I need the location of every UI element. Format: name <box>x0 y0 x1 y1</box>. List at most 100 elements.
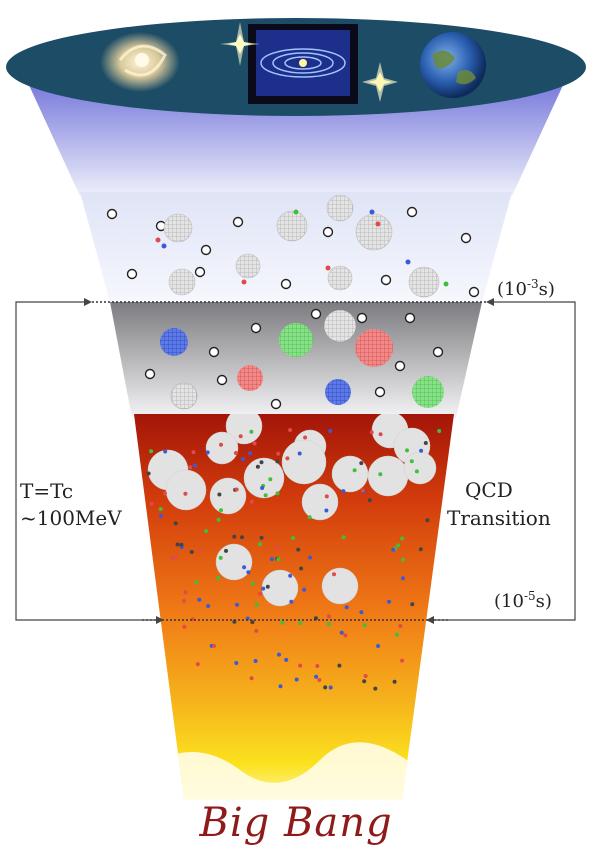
nucleon-cluster <box>235 253 261 279</box>
quark-gluon-dot <box>298 663 303 668</box>
nucleon-cluster <box>326 194 354 222</box>
quark-gluon-dot <box>170 556 175 561</box>
nucleon-cluster <box>327 265 353 291</box>
quark-gluon-dot <box>395 632 399 637</box>
left-bracket <box>15 301 164 621</box>
nucleon-cluster <box>323 309 357 343</box>
quark-gluon-dot <box>280 620 285 625</box>
quark-gluon-dot <box>259 460 264 465</box>
hadron-particle <box>200 244 212 256</box>
time-top-exponent: -3 <box>526 277 539 291</box>
transition-line-1: QCD <box>465 478 513 502</box>
quark-gluon-dot <box>240 535 244 540</box>
quark-gluon-dot <box>249 676 254 681</box>
nucleon-cluster <box>168 268 196 296</box>
quark-gluon-dot <box>218 555 223 560</box>
quark-gluon-dot <box>217 492 222 497</box>
quark-gluon-dot <box>189 550 194 554</box>
quark-gluon-dot <box>378 472 383 477</box>
quark-gluon-dot <box>183 491 188 496</box>
hadron-particle <box>144 368 156 380</box>
nucleon-cluster <box>355 213 393 251</box>
quark-gluon-dot <box>302 587 307 592</box>
hadron-bubble <box>331 455 369 493</box>
quark-gluon-dot <box>317 678 322 682</box>
quark-dot <box>375 221 381 227</box>
quark-gluon-dot <box>195 662 200 667</box>
quark-gluon-dot <box>258 542 263 547</box>
temperature-label: T=Tc ~100MeV <box>20 478 122 532</box>
hadron-particle <box>280 278 292 290</box>
quark-gluon-dot <box>378 432 383 437</box>
quark-gluon-dot <box>400 658 405 663</box>
quark-gluon-dot <box>401 557 406 562</box>
hadron-particles <box>106 194 480 298</box>
quark-gluon-dot <box>409 459 414 464</box>
quark-gluon-dot <box>216 576 221 580</box>
quark-gluon-dot <box>392 679 397 684</box>
quark-gluon-dot <box>260 486 265 490</box>
nucleon-cluster <box>163 213 193 243</box>
red-gluon-ball <box>237 365 263 391</box>
time-label-bottom: (10-5s) <box>494 589 552 612</box>
hadron-bubble <box>225 414 263 445</box>
quark-gluon-dot <box>212 643 216 648</box>
big-bang-title: Big Bang <box>199 800 393 846</box>
quark-gluon-dot <box>163 449 168 454</box>
quark-gluon-dot <box>344 605 349 610</box>
quark-gluon-dot <box>278 684 283 689</box>
quark-gluon-dot <box>398 624 403 628</box>
quark-gluon-dot <box>255 464 260 469</box>
hadron-particle <box>404 312 416 324</box>
quark-gluon-dot <box>294 677 299 682</box>
quark-gluon-dot <box>419 448 424 453</box>
time-top-base: (10 <box>497 279 527 300</box>
quark-gluon-dot <box>205 450 210 455</box>
quark-gluon-dot <box>337 663 342 668</box>
quark-gluon-dot <box>242 565 247 570</box>
quark-gluon-dot <box>437 429 442 433</box>
quark-gluon-dot <box>339 630 344 635</box>
quark-gluon-dot <box>173 555 178 559</box>
earth-icon <box>420 32 486 98</box>
quark-gluon-dot <box>254 602 259 607</box>
quark-gluon-dot <box>326 622 331 627</box>
quark-gluon-dot <box>250 581 255 586</box>
quark-gluon-dot <box>235 602 239 607</box>
quark-gluon-dot <box>369 430 374 435</box>
quark-gluon-dot <box>197 597 202 602</box>
blue-gluon-ball <box>325 379 351 405</box>
quark-dot <box>155 237 161 243</box>
hadron-bubble <box>243 457 285 499</box>
hadron-particle <box>374 386 386 398</box>
quark-gluon-dot <box>425 518 430 523</box>
quark-gluon-dot <box>158 507 163 511</box>
hadron-particle <box>126 268 138 280</box>
quark-gluon-dot <box>246 570 251 575</box>
quark-gluon-dot <box>396 543 401 548</box>
quark-gluon-dot <box>259 535 264 540</box>
quark-gluon-dot <box>149 449 154 454</box>
quark-dot <box>369 209 375 215</box>
quark-gluon-dot <box>198 548 203 553</box>
quark-gluon-dot <box>269 557 274 562</box>
quark-gluon-dot <box>332 572 336 577</box>
hadron-bubble <box>403 451 437 485</box>
hadron-particle <box>270 398 282 410</box>
quark-gluon-dot <box>324 508 329 513</box>
quark-gluon-dot <box>284 657 289 662</box>
nucleon-cluster <box>408 266 440 298</box>
quark-gluon-dot <box>326 614 331 619</box>
quark-gluon-dot <box>288 573 293 578</box>
quark-gluon-dot <box>391 547 396 552</box>
temperature-line-1: T=Tc <box>20 479 74 503</box>
quark-gluon-dot <box>275 459 280 464</box>
mixed-phase-region <box>110 302 482 418</box>
mixed-phase-particles <box>144 308 444 410</box>
solar-system-icon <box>248 24 358 104</box>
blue-gluon-ball <box>160 328 188 356</box>
quark-gluon-dot <box>328 685 333 690</box>
quark-gluon-dot <box>341 535 346 540</box>
quark-gluon-dot <box>324 494 329 499</box>
quark-gluon-dot <box>206 604 211 608</box>
